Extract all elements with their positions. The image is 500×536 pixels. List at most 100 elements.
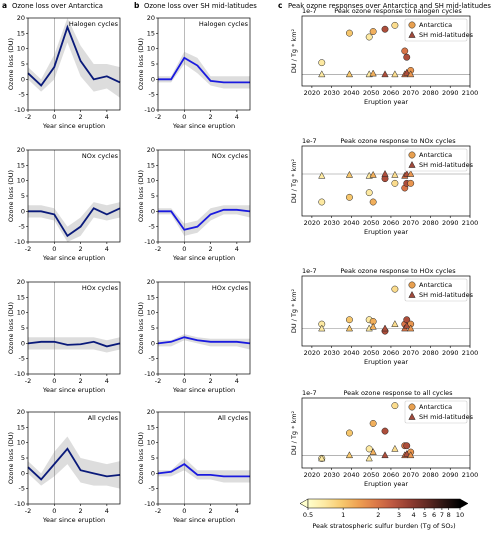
y-tick-label: 10 (147, 45, 155, 53)
x-tick-label: 2080 (422, 219, 439, 227)
x-axis-label: Year since eruption (42, 386, 105, 394)
y-tick-label: -10 (144, 370, 155, 378)
x-tick-label: 2 (79, 377, 83, 385)
x-tick-label: -2 (155, 245, 161, 253)
x-tick-label: 2 (209, 245, 213, 253)
y-tick-label: 10 (147, 177, 155, 185)
circle-marker (403, 53, 411, 61)
series-line (157, 463, 250, 478)
y-tick-label: 10 (17, 177, 25, 185)
y-tick-label: -10 (144, 106, 155, 114)
y-tick-label: -5 (149, 223, 155, 231)
y-axis-label: Ozone loss (DU) (7, 38, 15, 90)
x-tick-label: -2 (25, 507, 31, 515)
circle-marker (369, 198, 377, 206)
triangle-marker (369, 69, 377, 77)
triangle-marker (369, 322, 377, 330)
y-tick-label: 20 (147, 408, 155, 416)
y-tick-label: -5 (149, 355, 155, 363)
x-axis-label: Eruption year (364, 358, 408, 366)
legend-box (404, 400, 468, 424)
x-axis-label: Year since eruption (172, 516, 235, 524)
x-tick-label: 2050 (363, 349, 380, 357)
y-tick-label: 10 (17, 309, 25, 317)
x-tick-label: 2070 (402, 471, 419, 479)
y-axis-label: Ozone loss (DU) (7, 432, 15, 484)
x-tick-label: 2050 (363, 471, 380, 479)
x-tick-label: 2030 (323, 471, 340, 479)
x-tick-label: 0 (52, 507, 56, 515)
legend-marker (408, 30, 416, 38)
y-tick-label: 5 (21, 324, 25, 332)
triangle-marker (403, 68, 411, 76)
panel-title: All cycles (88, 414, 119, 422)
circle-marker (381, 25, 389, 33)
circle-marker (407, 179, 415, 187)
plot-frame (301, 275, 471, 347)
y-axis-label: DU / Tg * km² (290, 158, 298, 203)
legend-box (404, 278, 468, 302)
x-tick-label: 2090 (442, 471, 459, 479)
x-tick-label: 4 (235, 507, 239, 515)
triangle-marker (381, 169, 389, 177)
y-tick-label: 0 (151, 339, 155, 347)
y-tick-label: -10 (14, 238, 25, 246)
x-tick-label: -2 (155, 377, 161, 385)
circle-marker (318, 59, 326, 67)
x-tick-label: 4 (105, 245, 109, 253)
x-axis-label: Year since eruption (172, 386, 235, 394)
series-line (27, 24, 121, 87)
y-axis-label: DU / Tg * km² (290, 28, 298, 73)
y-tick-label: 10 (17, 439, 25, 447)
x-tick-label: 2030 (323, 89, 340, 97)
x-tick-label: 2050 (363, 89, 380, 97)
plot-frame (157, 281, 251, 375)
x-tick-label: 4 (235, 245, 239, 253)
triangle-marker (407, 324, 415, 332)
circle-marker (391, 285, 399, 293)
x-tick-label: 4 (105, 507, 109, 515)
legend-marker (408, 412, 416, 420)
triangle-marker (407, 451, 415, 459)
panel-title: HOx cycles (212, 284, 249, 292)
x-tick-label: 2030 (323, 349, 340, 357)
offset-label: 1e-7 (302, 389, 317, 397)
colorbar-tick-label: 1 (341, 511, 345, 519)
x-tick-label: 2100 (462, 89, 479, 97)
colorbar-label: Peak stratospheric sulfur burden (Tg of … (312, 522, 455, 530)
x-tick-label: 0 (52, 245, 56, 253)
panel-letter: a (2, 1, 7, 10)
y-tick-label: -10 (14, 106, 25, 114)
triangle-marker (381, 324, 389, 332)
y-tick-label: -5 (149, 485, 155, 493)
y-tick-label: 0 (21, 339, 25, 347)
x-axis-label: Year since eruption (172, 254, 235, 262)
colorbar-tick-label: 8 (447, 511, 451, 519)
x-tick-label: 2050 (363, 219, 380, 227)
x-tick-label: 2 (79, 113, 83, 121)
triangle-marker (407, 169, 415, 177)
y-tick-label: -5 (19, 485, 25, 493)
plot-frame (157, 149, 251, 243)
triangle-marker (391, 170, 399, 178)
triangle-marker (403, 321, 411, 329)
y-tick-label: 15 (147, 423, 155, 431)
series-line (28, 207, 121, 238)
triangle-marker (369, 170, 377, 178)
legend-label: Antarctica (419, 281, 452, 289)
y-axis-label: Ozone loss (DU) (137, 170, 145, 222)
colorbar-extend (459, 498, 469, 509)
x-tick-label: 4 (105, 377, 109, 385)
x-tick-label: 2060 (383, 349, 400, 357)
y-tick-label: 20 (17, 278, 25, 286)
x-tick-label: 2100 (462, 471, 479, 479)
uncertainty-band (28, 436, 120, 489)
y-tick-label: 20 (17, 146, 25, 154)
panel-header: Ozone loss over SH mid-latitudes (144, 2, 257, 10)
y-tick-label: -5 (149, 91, 155, 99)
x-tick-label: 2020 (304, 219, 321, 227)
circle-marker (365, 445, 373, 453)
x-axis-label: Eruption year (364, 98, 408, 106)
legend-label: SH mid-latitudes (419, 413, 474, 421)
